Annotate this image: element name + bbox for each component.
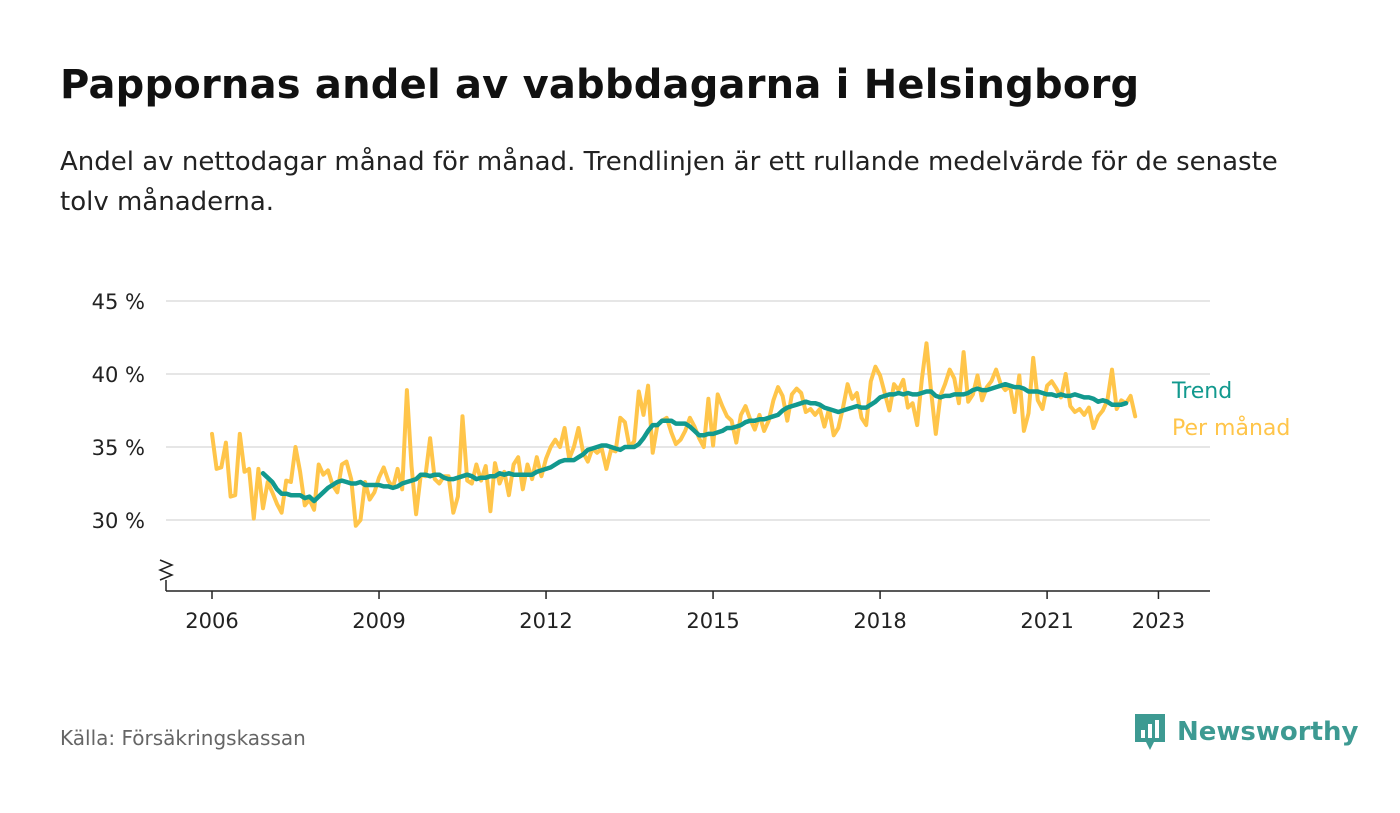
- x-tick-label: 2021: [1020, 609, 1073, 633]
- monthly-label: Per månad: [1172, 415, 1290, 441]
- trend-label: Trend: [1171, 379, 1232, 404]
- series-lines: [210, 341, 1138, 528]
- x-axis-ticks: 2006 2009 2012 2015 2018 2021 2023: [185, 591, 1185, 633]
- newsworthy-logo: Newsworthy: [1133, 712, 1358, 752]
- monthly-series-line: [210, 341, 1138, 528]
- y-tick-label: 40 %: [92, 363, 145, 387]
- x-tick-label: 2018: [853, 609, 906, 633]
- trend-series-line: [260, 381, 1129, 504]
- chart-title: Pappornas andel av vabbdagarna i Helsing…: [60, 62, 1140, 108]
- y-tick-label: 35 %: [92, 436, 145, 460]
- x-tick-label: 2015: [686, 609, 739, 633]
- y-axis-break-icon: [158, 559, 174, 591]
- x-tick-label: 2009: [352, 609, 405, 633]
- line-chart: 30 % 35 % 40 % 45 % 2006 2009 2012 2015 2018 202…: [92, 290, 1291, 633]
- y-tick-label: 30 %: [92, 509, 145, 533]
- x-tick-label: 2012: [519, 609, 572, 633]
- source-note: Källa: Försäkringskassan: [60, 726, 306, 750]
- series-labels: Per månad Trend: [1171, 379, 1290, 441]
- x-tick-label: 2023: [1132, 609, 1185, 633]
- bar-chart-icon: [1135, 714, 1165, 750]
- y-tick-label: 45 %: [92, 290, 145, 314]
- x-tick-label: 2006: [185, 609, 238, 633]
- grid-lines: [166, 300, 1210, 521]
- x-axis: [158, 559, 1210, 592]
- chart-subtitle: Andel av nettodagar månad för månad. Tre…: [60, 147, 1278, 217]
- y-axis-tick-labels: 30 % 35 % 40 % 45 %: [92, 290, 145, 533]
- logo-text: Newsworthy: [1177, 717, 1359, 747]
